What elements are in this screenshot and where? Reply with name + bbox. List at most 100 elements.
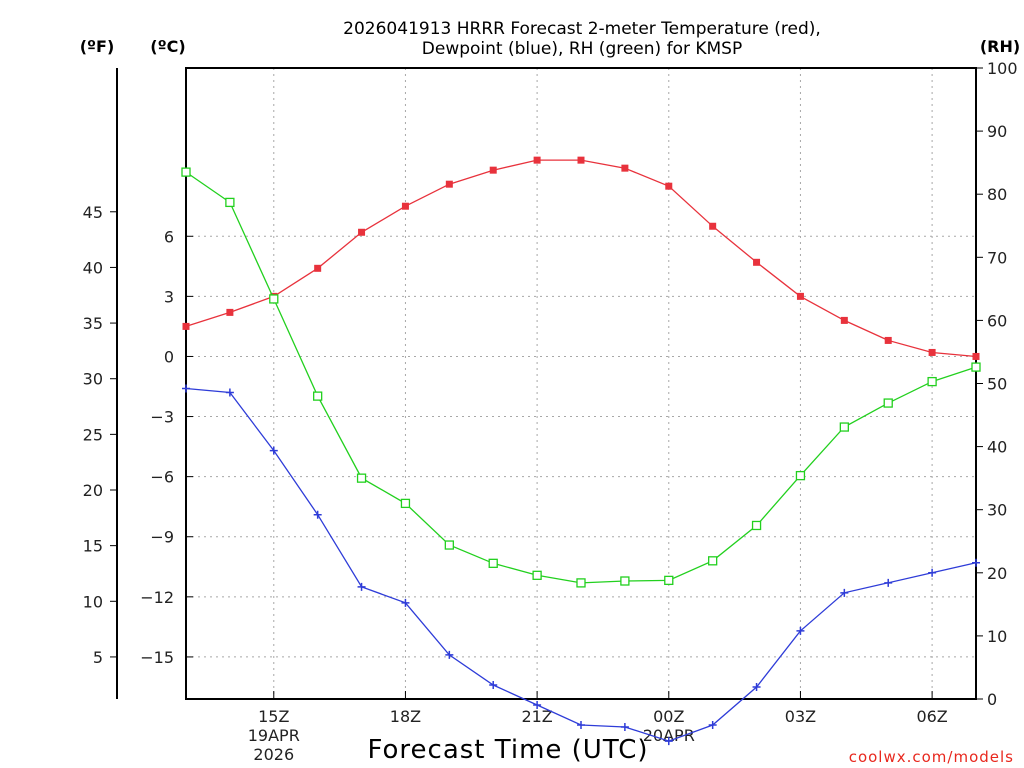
dewpoint-point xyxy=(182,384,190,393)
source-credit: coolwx.com/models xyxy=(849,748,1014,766)
date-label: 19APR xyxy=(248,726,300,745)
celsius-tick-label: 6 xyxy=(164,227,174,246)
time-tick-label: 03Z xyxy=(785,707,816,726)
x-axis-label: Forecast Time (UTC) xyxy=(367,735,648,765)
time-tick-label: 15Z xyxy=(258,707,289,726)
rh-tick-label: 0 xyxy=(987,690,997,709)
dewpoint-point xyxy=(313,510,322,519)
temperature-point xyxy=(840,316,848,324)
relative-humidity-point xyxy=(883,398,893,408)
series-layer xyxy=(181,156,981,746)
temperature-line xyxy=(185,159,977,358)
rh-tick-label: 50 xyxy=(987,375,1007,394)
axes: 630−3−6−9−12−154540353025201510510090807… xyxy=(83,59,1018,764)
fahrenheit-tick-label: 40 xyxy=(83,258,103,277)
temperature-point xyxy=(533,156,541,164)
rh-tick-label: 60 xyxy=(987,311,1007,330)
celsius-unit-label: (ºC) xyxy=(150,37,185,56)
rh-unit-label: (RH) xyxy=(980,37,1020,56)
fahrenheit-tick-label: 5 xyxy=(93,648,103,667)
celsius-tick-label: −3 xyxy=(150,408,174,427)
dewpoint-point xyxy=(840,588,849,597)
temperature-point xyxy=(401,202,409,210)
relative-humidity-point xyxy=(269,294,279,304)
fahrenheit-tick-label: 15 xyxy=(83,537,103,556)
rh-tick-label: 40 xyxy=(987,438,1007,457)
time-tick-label: 18Z xyxy=(390,707,421,726)
temperature-point xyxy=(621,164,629,172)
time-tick-label: 21Z xyxy=(521,707,552,726)
celsius-tick-label: 0 xyxy=(164,347,174,366)
relative-humidity-point xyxy=(532,570,542,580)
relative-humidity-point xyxy=(181,167,191,177)
celsius-tick-label: −15 xyxy=(140,648,174,667)
dewpoint-point xyxy=(577,721,585,730)
relative-humidity-point xyxy=(795,470,806,481)
relative-humidity-point xyxy=(225,197,235,208)
relative-humidity-point xyxy=(444,540,454,550)
temperature-point xyxy=(358,228,366,236)
temperature-point xyxy=(314,264,322,272)
temperature-point xyxy=(884,336,892,344)
dewpoint-point xyxy=(489,680,498,689)
relative-humidity-point xyxy=(927,376,937,387)
chart-title-line-1: 2026041913 HRRR Forecast 2-meter Tempera… xyxy=(343,19,821,39)
dewpoint-point xyxy=(357,582,366,591)
date-label: 20APR xyxy=(643,726,695,745)
temperature-point xyxy=(489,166,497,174)
rh-tick-label: 70 xyxy=(987,248,1007,267)
relative-humidity-point xyxy=(708,556,718,566)
time-tick-label: 00Z xyxy=(653,707,684,726)
rh-tick-label: 20 xyxy=(987,564,1007,583)
dewpoint-point xyxy=(928,568,937,577)
date-label: 2026 xyxy=(253,745,294,764)
relative-humidity-point xyxy=(488,558,498,568)
rh-tick-label: 100 xyxy=(987,59,1018,78)
time-tick-label: 06Z xyxy=(916,707,947,726)
relative-humidity-point xyxy=(751,520,762,531)
temperature-point xyxy=(709,222,717,230)
fahrenheit-tick-label: 10 xyxy=(83,592,103,611)
dewpoint-point xyxy=(225,388,234,397)
temperature-point xyxy=(665,182,673,190)
rh-tick-label: 80 xyxy=(987,185,1007,204)
relative-humidity-point xyxy=(356,473,367,483)
relative-humidity-point xyxy=(664,575,674,586)
relative-humidity-point xyxy=(313,391,323,401)
temperature-point xyxy=(928,348,936,356)
temperature-point xyxy=(972,352,980,360)
relative-humidity-point xyxy=(400,498,411,509)
fahrenheit-unit-label: (ºF) xyxy=(80,37,115,56)
dewpoint-line xyxy=(185,387,977,742)
temperature-point xyxy=(445,180,453,188)
dewpoint-point xyxy=(796,626,805,635)
fahrenheit-tick-label: 35 xyxy=(83,314,103,333)
dewpoint-point xyxy=(664,737,673,746)
relative-humidity-line xyxy=(185,171,977,584)
temperature-point xyxy=(796,292,804,300)
fahrenheit-tick-label: 25 xyxy=(83,425,103,444)
rh-tick-label: 10 xyxy=(987,627,1007,646)
dewpoint-point xyxy=(752,682,761,691)
celsius-tick-label: −12 xyxy=(140,588,174,607)
temperature-point xyxy=(182,322,190,330)
dewpoint-point xyxy=(533,701,542,710)
dewpoint-point xyxy=(401,598,410,607)
fahrenheit-tick-label: 45 xyxy=(83,203,103,222)
temperature-point xyxy=(226,308,234,316)
dewpoint-point xyxy=(445,650,454,659)
relative-humidity-point xyxy=(620,576,630,586)
chart-title-line-2: Dewpoint (blue), RH (green) for KMSP xyxy=(422,39,742,59)
dewpoint-point xyxy=(269,446,278,455)
celsius-tick-label: −9 xyxy=(150,528,174,547)
temperature-point xyxy=(577,156,585,164)
dewpoint-point xyxy=(620,723,629,732)
celsius-tick-label: −6 xyxy=(150,468,174,487)
rh-tick-label: 30 xyxy=(987,501,1007,520)
relative-humidity-point xyxy=(839,422,849,432)
temperature-point xyxy=(753,258,761,266)
dewpoint-point xyxy=(884,578,893,587)
fahrenheit-tick-label: 20 xyxy=(83,481,103,500)
